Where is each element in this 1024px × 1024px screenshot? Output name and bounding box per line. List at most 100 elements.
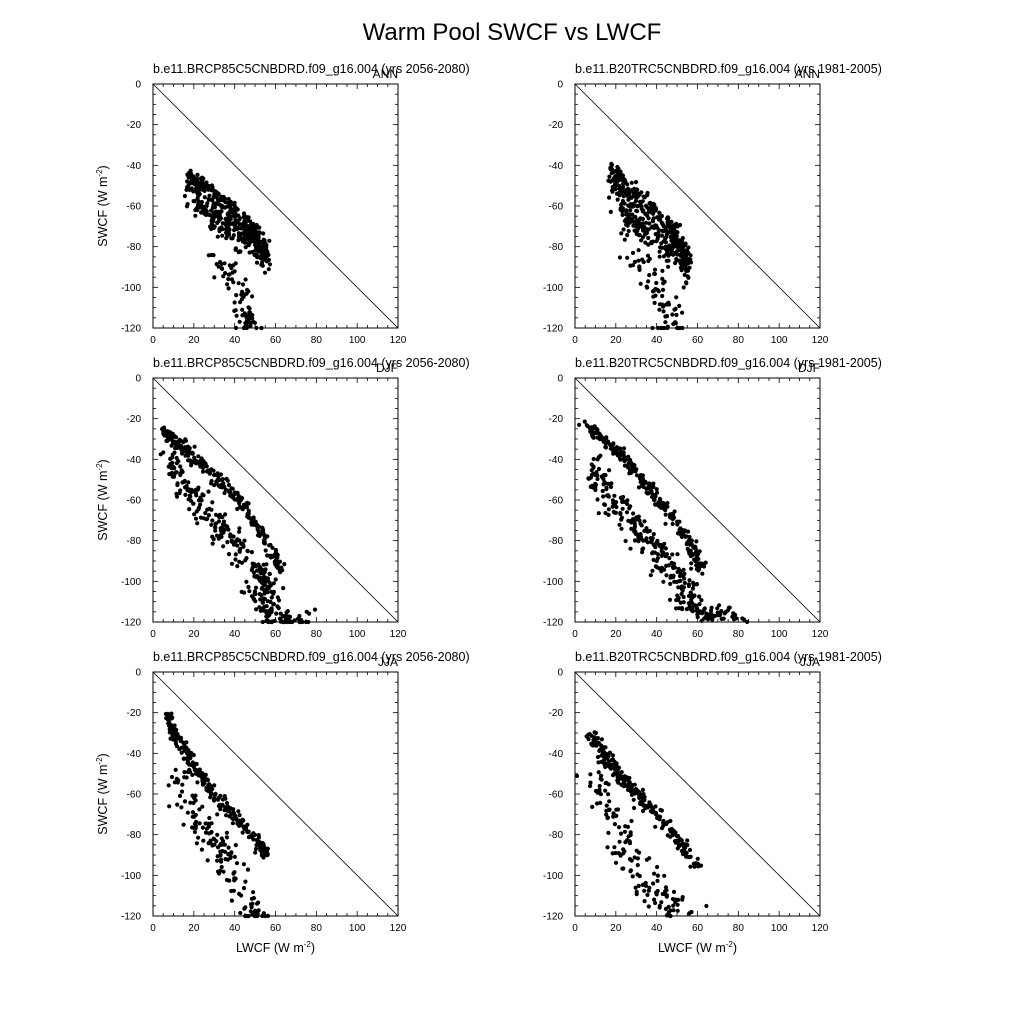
data-point (178, 488, 183, 493)
data-point (236, 818, 241, 823)
data-point (659, 826, 665, 831)
data-point (694, 555, 700, 560)
data-point (174, 455, 179, 461)
data-point (615, 771, 620, 776)
y-tick-label: -100 (543, 283, 563, 294)
data-point (636, 537, 641, 543)
data-point (212, 194, 217, 199)
data-point (185, 810, 190, 815)
data-point (629, 180, 634, 185)
data-point (694, 608, 699, 613)
data-point (640, 808, 646, 814)
data-point (721, 616, 726, 621)
data-point (647, 528, 652, 534)
data-point (636, 258, 641, 263)
data-point (574, 773, 580, 779)
data-point (619, 515, 625, 520)
data-point (211, 225, 216, 231)
data-point (190, 810, 195, 815)
data-point (606, 512, 611, 518)
data-point (285, 609, 290, 614)
x-tick-label: 0 (150, 923, 156, 934)
data-point (250, 565, 255, 570)
data-point (691, 580, 696, 585)
data-point (175, 439, 181, 444)
data-point (193, 768, 198, 773)
data-point (673, 897, 678, 902)
data-point (246, 305, 251, 310)
data-point (656, 814, 661, 819)
y-axis-label: SWCF (W m-2) (95, 459, 110, 540)
data-point (602, 502, 608, 507)
x-tick-label: 60 (692, 629, 704, 640)
data-point (231, 816, 236, 822)
data-point (215, 858, 220, 863)
data-point (225, 540, 230, 545)
data-point (189, 487, 194, 492)
data-point (678, 265, 684, 270)
data-point (621, 780, 626, 785)
data-point (215, 812, 220, 817)
data-point (207, 782, 212, 787)
data-point (179, 805, 184, 810)
data-point (619, 231, 624, 236)
data-point (667, 556, 672, 561)
y-tick-label: -20 (549, 414, 564, 425)
data-point (266, 267, 271, 272)
data-point (685, 546, 690, 551)
data-point (654, 239, 659, 244)
data-point (191, 199, 196, 204)
data-point (678, 572, 683, 577)
data-point (224, 877, 230, 883)
data-point (245, 218, 250, 223)
data-point (212, 275, 217, 280)
data-point (251, 890, 256, 895)
data-point (628, 830, 633, 835)
data-point (660, 293, 665, 299)
data-point (645, 804, 650, 809)
data-point (596, 770, 601, 775)
data-point (648, 573, 653, 578)
data-point (655, 490, 660, 495)
data-point (647, 221, 652, 226)
data-point (595, 497, 600, 502)
data-point (250, 912, 255, 917)
data-point (654, 558, 659, 564)
data-point (675, 325, 680, 331)
data-point (221, 519, 227, 524)
data-point (627, 506, 632, 511)
x-tick-label: 100 (349, 629, 366, 640)
data-point (612, 759, 617, 764)
data-point (601, 745, 607, 750)
data-point (662, 502, 668, 507)
data-point (186, 175, 191, 180)
data-point (660, 228, 665, 233)
data-point (624, 775, 629, 780)
data-point (184, 740, 189, 745)
x-tick-label: 60 (270, 629, 282, 640)
data-point (267, 543, 272, 548)
data-point (181, 822, 186, 827)
data-point (598, 776, 603, 781)
data-point (174, 744, 180, 749)
data-point (679, 606, 685, 611)
y-tick-label: -80 (127, 536, 142, 547)
data-point (679, 848, 685, 854)
data-point (586, 476, 591, 481)
data-point (679, 591, 684, 597)
data-point (242, 826, 247, 831)
data-point (182, 756, 187, 761)
data-point (648, 809, 654, 814)
data-point (649, 490, 654, 495)
data-point (255, 910, 260, 916)
data-point (256, 576, 262, 581)
data-point (230, 494, 236, 499)
data-point (635, 863, 640, 868)
data-point (699, 618, 704, 623)
reference-line (152, 671, 399, 917)
data-point (626, 196, 632, 201)
data-point (660, 325, 665, 331)
data-point (627, 839, 632, 844)
reference-line (574, 671, 821, 917)
data-point (652, 871, 657, 876)
